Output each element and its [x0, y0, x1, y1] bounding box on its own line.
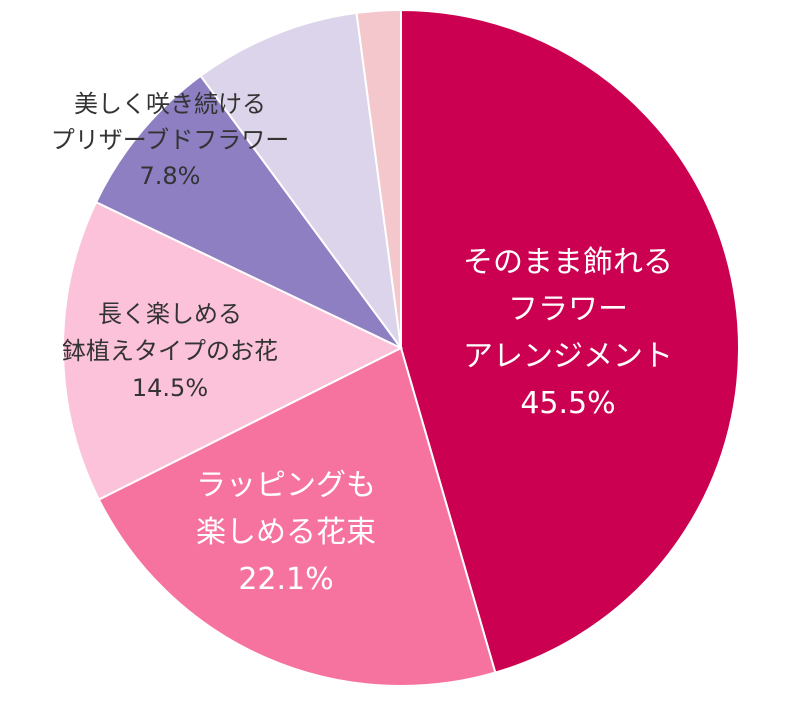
- pie-slice-5: [355, 8, 402, 349]
- slice-name-line: フラワー: [508, 292, 628, 327]
- pie-slice-1: [97, 346, 497, 687]
- pie-labels: そのまま飾れるフラワーアレンジメント 45.5% ラッピングも楽しめる花束 22.1%…: [51, 90, 673, 597]
- slice-value-label: 7.8%: [140, 162, 201, 190]
- pie-slice-2: [62, 200, 404, 501]
- slice-value-label: 22.1%: [238, 562, 333, 597]
- slice-label-1: ラッピングも楽しめる花束 22.1%: [196, 468, 376, 597]
- slice-name-line: ラッピングも: [196, 468, 376, 503]
- pie-slice-3: [94, 74, 402, 349]
- slice-label-3: 美しく咲き続けるプリザーブドフラワー 7.8%: [51, 90, 290, 190]
- slice-name-line: アレンジメント: [463, 339, 673, 374]
- pie-slices: [62, 8, 740, 687]
- slice-name-line: 鉢植えタイプのお花: [62, 337, 278, 365]
- pie-slice-4: [199, 11, 402, 349]
- slice-value-label: 45.5%: [520, 386, 615, 421]
- slice-name-line: 長く楽しめる: [98, 300, 242, 328]
- slice-name-line: 楽しめる花束: [196, 515, 376, 550]
- slice-label-2: 長く楽しめる鉢植えタイプのお花 14.5%: [62, 300, 278, 402]
- slice-label-0: そのまま飾れるフラワーアレンジメント 45.5%: [463, 245, 673, 421]
- pie-slice-0: [400, 8, 740, 674]
- slice-name-line: 美しく咲き続ける: [74, 90, 266, 118]
- slice-name-line: そのまま飾れる: [463, 245, 673, 280]
- slice-name-line: プリザーブドフラワー: [51, 126, 290, 154]
- slice-value-label: 14.5%: [132, 374, 208, 402]
